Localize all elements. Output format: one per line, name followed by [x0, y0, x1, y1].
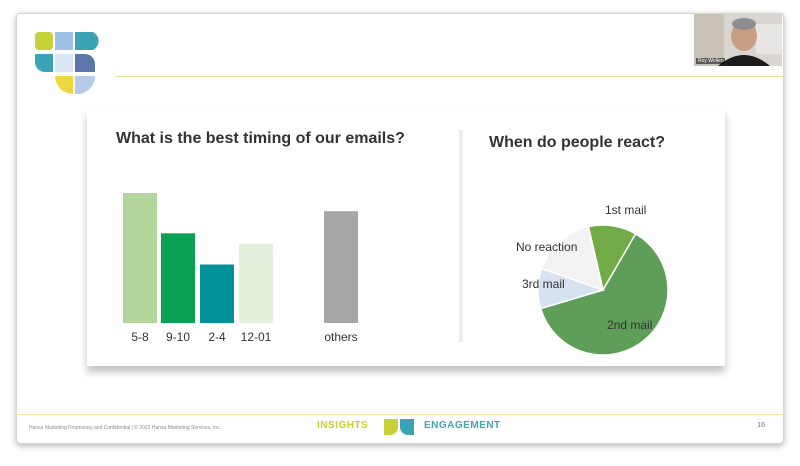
footer-engagement-label: ENGAGEMENT	[424, 420, 501, 431]
presenter-video[interactable]: Roy Wollen	[694, 14, 782, 66]
bar-label-5-8: 5-8	[131, 330, 149, 344]
footer-divider	[17, 414, 783, 415]
page-number: 16	[757, 422, 765, 429]
pie-slice-2nd-mail	[539, 232, 669, 356]
bar-label-others: others	[324, 330, 357, 344]
bar-label-12-01: 12-01	[241, 330, 272, 344]
pie-slice-no-reaction	[540, 225, 605, 292]
presenter-name: Roy Wollen	[696, 58, 726, 64]
pie-label-3rd-mail: 3rd mail	[522, 277, 565, 291]
company-logo	[35, 32, 99, 95]
slide-window: Roy Wollen What is the best timing of ou…	[16, 13, 784, 444]
pie-chart-title: When do people react?	[489, 134, 666, 151]
footer-logo	[384, 419, 414, 435]
bar-label-2-4: 2-4	[208, 330, 226, 344]
slide-content: What is the best timing of our emails? 5…	[87, 110, 725, 366]
bar-chart: 5-8 9-10 2-4 12-01 others	[123, 193, 358, 344]
presenter-image	[694, 14, 782, 66]
bar-9-10	[161, 233, 195, 323]
bar-chart-panel: What is the best timing of our emails? 5…	[87, 110, 457, 366]
bar-chart-title: What is the best timing of our emails?	[116, 130, 405, 147]
footer-insights-label: INSIGHTS	[317, 420, 369, 431]
pie-label-no-reaction: No reaction	[516, 240, 577, 254]
panel-divider	[459, 130, 463, 342]
bar-2-4	[200, 264, 234, 323]
pie-label-1st-mail: 1st mail	[605, 203, 646, 217]
bar-others	[324, 211, 358, 323]
pie-label-2nd-mail: 2nd mail	[607, 318, 652, 332]
bar-label-9-10: 9-10	[166, 330, 190, 344]
pie-chart: 1st mail 2nd mail 3rd mail No reaction	[516, 203, 669, 356]
bar-5-8	[123, 193, 157, 323]
footer-copyright: Hansa Marketing Proprietary and Confiden…	[29, 425, 222, 431]
header-divider	[115, 76, 783, 77]
pie-chart-panel: When do people react? 1st mail 2nd mail 3r…	[465, 110, 725, 366]
bar-12-01	[239, 243, 273, 323]
